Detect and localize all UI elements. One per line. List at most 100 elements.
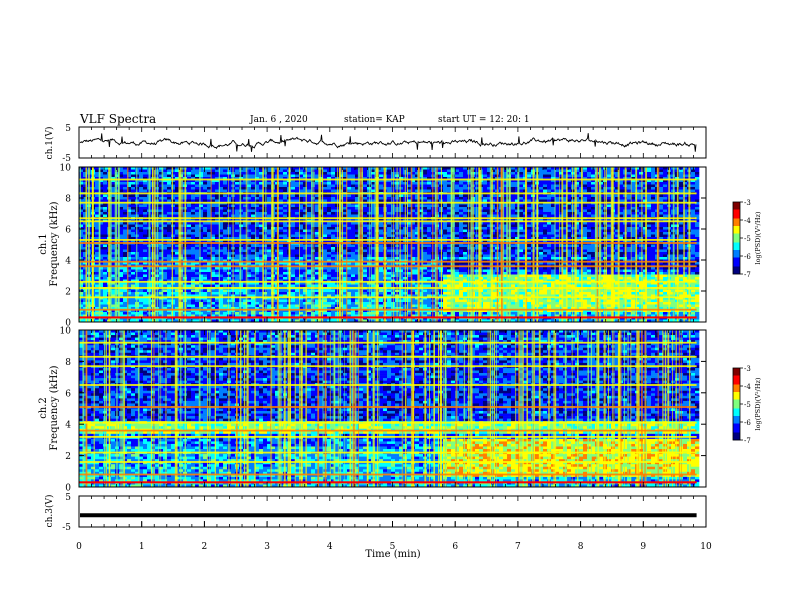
- spectrogram-cell: [343, 169, 348, 173]
- spectrogram-cell: [191, 244, 196, 248]
- spectrogram-cell: [191, 184, 196, 188]
- spectrogram-cell: [111, 172, 116, 175]
- spectrogram-cell: [307, 244, 312, 248]
- spectrogram-cell: [571, 179, 576, 183]
- spectrogram-cell: [391, 179, 396, 183]
- spectrogram-cell: [591, 234, 596, 238]
- spectrogram-cell: [695, 212, 700, 215]
- spectrogram-cell: [503, 179, 508, 183]
- spectrogram-cell: [511, 187, 516, 190]
- spectrogram-cell: [419, 189, 424, 193]
- spectrogram-cell: [519, 244, 524, 248]
- spectrogram-cell: [695, 222, 700, 225]
- spectrogram-cell: [195, 167, 200, 170]
- spectrogram-cell: [475, 199, 480, 203]
- spectrogram-cell: [187, 197, 192, 200]
- spectrogram-cell: [619, 182, 624, 185]
- spectrogram-cell: [663, 184, 668, 188]
- spectrogram-cell: [295, 167, 300, 170]
- spectrogram-cell: [683, 187, 688, 190]
- spectrogram-cell: [491, 194, 496, 198]
- spectrogram-cell: [139, 214, 144, 218]
- spectrogram-cell: [379, 187, 384, 190]
- spectrogram-cell: [455, 209, 460, 213]
- spectrogram-cell: [123, 247, 128, 250]
- spectrogram-cell: [243, 182, 248, 185]
- spectrogram-cell: [175, 199, 180, 203]
- spectrogram-cell: [267, 212, 272, 215]
- spectrogram-cell: [691, 222, 696, 225]
- spectrogram-cell: [639, 189, 644, 193]
- spectrogram-cell: [475, 184, 480, 188]
- spectrogram-cell: [547, 167, 552, 170]
- spectrogram-cell: [219, 182, 224, 185]
- spectrogram-cell: [659, 169, 664, 173]
- spectrogram-cell: [323, 244, 328, 248]
- spectrogram-cell: [299, 167, 304, 170]
- ch1-ytick-bottom: -5: [62, 154, 71, 164]
- spectrogram-cell: [335, 184, 340, 188]
- spectrogram-cell: [651, 179, 656, 183]
- spectrogram-cell: [159, 182, 164, 185]
- spectrogram-cell: [387, 204, 392, 208]
- spectrogram-cell: [387, 199, 392, 203]
- spectrogram-cell: [211, 174, 216, 178]
- spectrogram-cell: [279, 179, 284, 183]
- spectrogram-cell: [295, 174, 300, 178]
- spectrogram-cell: [399, 204, 404, 208]
- spectrogram-cell: [639, 214, 644, 218]
- spectrogram-cell: [159, 172, 164, 175]
- spectrogram-cell: [571, 174, 576, 178]
- spectrogram-cell: [223, 204, 228, 208]
- spectrogram-cell: [635, 197, 640, 200]
- spectrogram-cell: [163, 189, 168, 193]
- spectrogram-cell: [663, 244, 668, 248]
- spectrogram-cell: [483, 177, 488, 180]
- spectrogram-cell: [459, 177, 464, 180]
- spectrogram-cell: [591, 182, 596, 185]
- spectrogram-cell: [279, 194, 284, 198]
- spectrogram-cell: [607, 214, 612, 218]
- spectrogram-cell: [379, 189, 384, 193]
- spectrogram-cell: [191, 169, 196, 173]
- spectrogram-cell: [211, 172, 216, 175]
- spectrogram-cell: [235, 227, 240, 230]
- spectrogram-cell: [427, 222, 432, 225]
- spectrogram-cell: [371, 187, 376, 190]
- spectrogram-cell: [567, 182, 572, 185]
- spectrogram-cell: [539, 179, 544, 183]
- spectrogram-cell: [127, 194, 132, 198]
- spectrogram-cell: [175, 169, 180, 173]
- spectrogram-cell: [483, 187, 488, 190]
- spectrogram-cell: [159, 187, 164, 190]
- spectrogram-cell: [103, 227, 108, 230]
- spectrogram-cell: [267, 174, 272, 178]
- spectrogram-cell: [203, 229, 208, 233]
- spectrogram-cell: [235, 184, 240, 188]
- spectrogram-cell: [575, 169, 580, 173]
- spectrogram-cell: [163, 182, 168, 185]
- spectrogram-cell: [547, 199, 552, 203]
- spectrogram-cell: [379, 244, 384, 248]
- spectrogram-cell: [487, 169, 492, 173]
- spectrogram-cell: [207, 172, 212, 175]
- spectrogram-cell: [679, 232, 684, 235]
- spectrogram-cell: [555, 177, 560, 180]
- spectrogram-cell: [131, 197, 136, 200]
- spectrogram-cell: [243, 204, 248, 208]
- spectrogram-cell: [511, 182, 516, 185]
- spectrogram-cell: [627, 199, 632, 203]
- spectrogram-cell: [327, 244, 332, 248]
- spectrogram-cell: [187, 174, 192, 178]
- spectrogram-cell: [351, 182, 356, 185]
- spectrogram-cell: [295, 197, 300, 200]
- spectrogram-cell: [267, 209, 272, 213]
- spectrogram-cell: [695, 207, 700, 210]
- spectrogram-cell: [139, 209, 144, 213]
- spectrogram-cell: [283, 184, 288, 188]
- spectrogram-cell: [627, 177, 632, 180]
- spectrogram-cell: [283, 229, 288, 233]
- spectrogram-cell: [539, 167, 544, 170]
- spectrogram-cell: [651, 209, 656, 213]
- spectrogram-cell: [295, 184, 300, 188]
